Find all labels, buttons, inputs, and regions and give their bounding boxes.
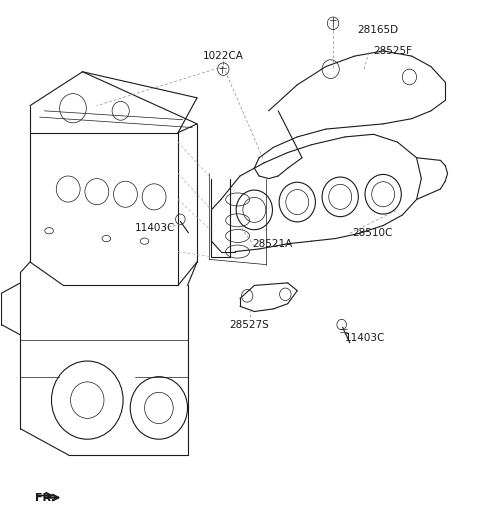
Text: 11403C: 11403C: [135, 223, 176, 233]
Text: 28521A: 28521A: [252, 239, 292, 249]
Text: 28510C: 28510C: [352, 228, 393, 238]
Text: 28525F: 28525F: [373, 46, 413, 56]
Text: 28527S: 28527S: [229, 320, 269, 330]
Text: 11403C: 11403C: [345, 333, 385, 343]
Text: 1022CA: 1022CA: [203, 51, 244, 61]
Text: FR.: FR.: [35, 493, 55, 503]
Text: 28165D: 28165D: [357, 25, 398, 35]
